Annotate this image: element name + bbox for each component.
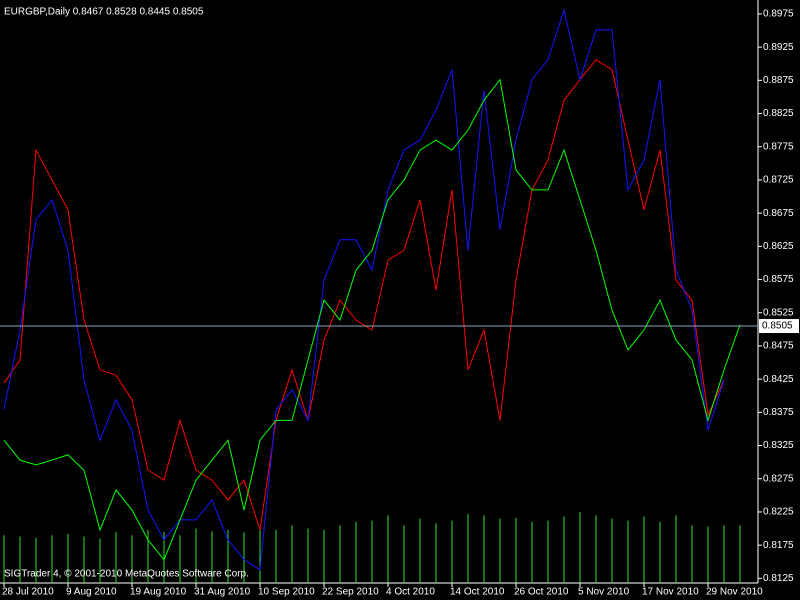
x-tick-label: 5 Nov 2010 [578,587,630,598]
x-tick-label: 9 Aug 2010 [66,587,117,598]
footer: SIGTrader 4, © 2001-2010 MetaQuotes Soft… [4,569,249,580]
x-tick-label: 4 Oct 2010 [386,587,435,598]
y-tick-label: 0.8975 [763,9,794,20]
y-tick-label: 0.8175 [763,540,794,551]
x-tick-label: 22 Sep 2010 [322,587,379,598]
chart-title: EURGBP,Daily 0.8467 0.8528 0.8445 0.8505 [4,7,204,18]
x-tick-label: 28 Jul 2010 [2,587,54,598]
x-tick-label: 10 Sep 2010 [258,587,315,598]
y-tick-label: 0.8475 [763,341,794,352]
y-tick-label: 0.8875 [763,75,794,86]
price-label: 0.8505 [762,321,793,332]
price-label-box [759,319,799,334]
series-line [3,59,725,531]
y-tick-label: 0.8525 [763,307,794,318]
y-tick-label: 0.8925 [763,42,794,53]
x-tick-label: 19 Aug 2010 [130,587,187,598]
series-line [3,78,741,561]
x-tick-label: 29 Nov 2010 [706,587,763,598]
y-tick-label: 0.8425 [763,374,794,385]
y-tick-label: 0.8675 [763,208,794,219]
y-tick-label: 0.8325 [763,440,794,451]
y-tick-label: 0.8625 [763,241,794,252]
x-tick-label: 17 Nov 2010 [642,587,699,598]
y-tick-label: 0.8275 [763,473,794,484]
y-tick-label: 0.8125 [763,573,794,584]
y-tick-label: 0.8725 [763,175,794,186]
x-tick-label: 31 Aug 2010 [194,587,251,598]
series-line [3,8,725,571]
y-tick-label: 0.8375 [763,407,794,418]
y-tick-label: 0.8225 [763,507,794,518]
x-tick-label: 14 Oct 2010 [450,587,505,598]
y-tick-label: 0.8825 [763,108,794,119]
y-tick-label: 0.8575 [763,274,794,285]
x-tick-label: 26 Oct 2010 [514,587,569,598]
y-tick-label: 0.8775 [763,141,794,152]
